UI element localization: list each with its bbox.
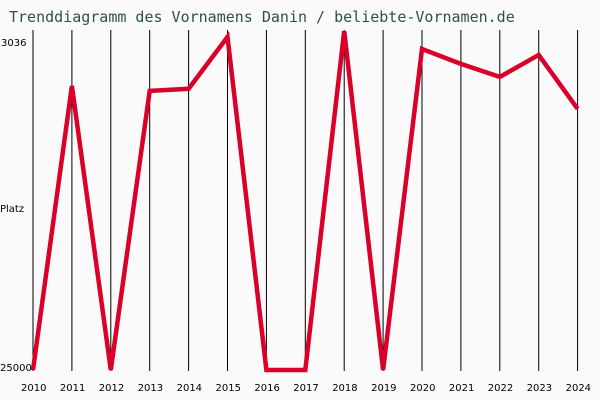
y-axis-label: Platz bbox=[0, 204, 24, 215]
x-tick-label: 2011 bbox=[60, 383, 85, 394]
x-tick-label: 2017 bbox=[293, 383, 318, 394]
x-tick-label: 2012 bbox=[99, 383, 124, 394]
x-tick-label: 2020 bbox=[410, 383, 435, 394]
x-tick-label: 2023 bbox=[527, 383, 552, 394]
x-tick-label: 2016 bbox=[254, 383, 279, 394]
x-tick-label: 2019 bbox=[371, 383, 396, 394]
x-tick-label: 2018 bbox=[332, 383, 357, 394]
x-tick-label: 2013 bbox=[138, 383, 163, 394]
x-tick-label: 2010 bbox=[21, 383, 46, 394]
x-tick-label: 2024 bbox=[566, 383, 591, 394]
chart-title: Trenddiagramm des Vornamens Danin / beli… bbox=[9, 8, 515, 26]
y-tick-bottom: 25000 bbox=[0, 363, 32, 374]
y-tick-top: 3036 bbox=[1, 38, 26, 49]
x-tick-label: 2015 bbox=[216, 383, 241, 394]
x-tick-label: 2014 bbox=[177, 383, 202, 394]
x-tick-label: 2022 bbox=[488, 383, 513, 394]
x-tick-label: 2021 bbox=[449, 383, 474, 394]
